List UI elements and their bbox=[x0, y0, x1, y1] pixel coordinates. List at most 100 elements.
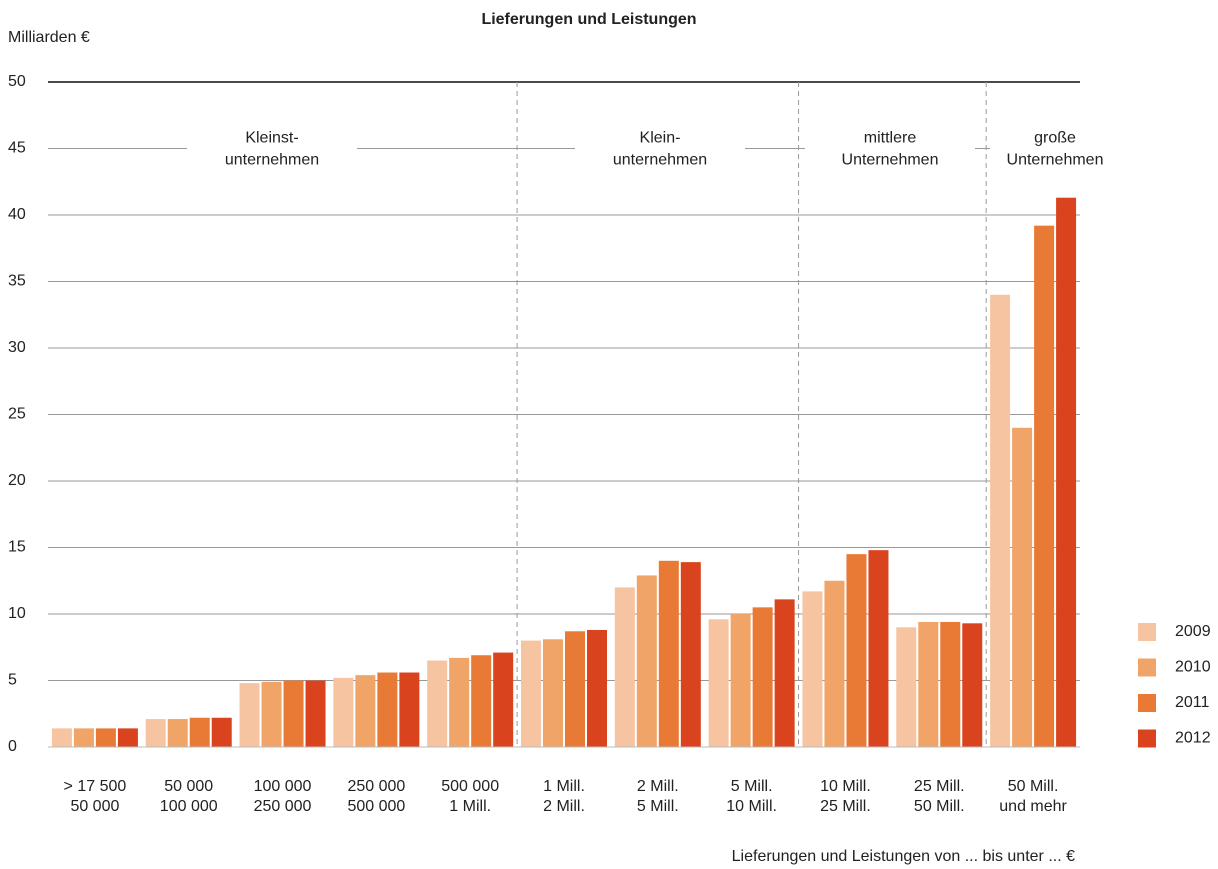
group-label: Klein- bbox=[640, 130, 681, 147]
x-tick-label: 50 Mill. bbox=[1008, 778, 1059, 795]
legend-swatch bbox=[1138, 729, 1156, 748]
bar bbox=[95, 728, 116, 747]
group-label: große bbox=[1034, 130, 1076, 147]
bar bbox=[51, 728, 72, 747]
bar bbox=[774, 599, 795, 747]
y-tick-label: 20 bbox=[8, 472, 26, 489]
legend-label: 2012 bbox=[1175, 730, 1211, 747]
bar bbox=[261, 681, 282, 747]
x-tick-label: 250 000 bbox=[254, 798, 312, 815]
bar bbox=[846, 554, 867, 747]
bar bbox=[399, 672, 420, 747]
group-label: Kleinst- bbox=[245, 130, 298, 147]
legend-label: 2010 bbox=[1175, 659, 1211, 676]
bar bbox=[1034, 225, 1055, 747]
bar bbox=[990, 294, 1011, 747]
group-label-bg bbox=[187, 122, 357, 175]
bar bbox=[1012, 427, 1033, 747]
bar bbox=[708, 619, 729, 747]
y-axis-label: Milliarden € bbox=[8, 29, 90, 46]
x-tick-label: 25 Mill. bbox=[820, 798, 871, 815]
x-tick-label: 2 Mill. bbox=[543, 798, 585, 815]
legend-swatch bbox=[1138, 623, 1156, 641]
x-tick-label: 10 Mill. bbox=[726, 798, 777, 815]
x-tick-label: und mehr bbox=[999, 798, 1067, 815]
group-label-bg bbox=[805, 122, 975, 175]
x-tick-label: 500 000 bbox=[347, 798, 405, 815]
bar bbox=[211, 717, 232, 747]
bar bbox=[868, 550, 889, 747]
bar bbox=[614, 587, 635, 747]
x-tick-label: 5 Mill. bbox=[637, 798, 679, 815]
y-tick-label: 5 bbox=[8, 672, 17, 689]
group-label: Unternehmen bbox=[1007, 152, 1104, 169]
group-label: unternehmen bbox=[613, 152, 707, 169]
group-label-bg bbox=[575, 122, 745, 175]
x-tick-label: 100 000 bbox=[254, 778, 312, 795]
bar bbox=[305, 680, 326, 747]
group-label: mittlere bbox=[864, 130, 917, 147]
bar bbox=[565, 631, 585, 747]
y-tick-label: 30 bbox=[8, 339, 26, 356]
legend-label: 2011 bbox=[1175, 694, 1210, 711]
legend-label: 2009 bbox=[1175, 623, 1211, 640]
x-tick-label: 50 000 bbox=[164, 778, 213, 795]
bar bbox=[377, 672, 398, 747]
bar bbox=[730, 614, 751, 747]
bar bbox=[355, 675, 376, 747]
group-label: Unternehmen bbox=[842, 152, 939, 169]
x-tick-label: 250 000 bbox=[347, 778, 405, 795]
bar bbox=[333, 677, 354, 747]
x-tick-label: 25 Mill. bbox=[914, 778, 965, 795]
bar bbox=[1056, 197, 1077, 747]
bar bbox=[940, 621, 961, 747]
group-label-bg bbox=[990, 122, 1120, 175]
y-tick-label: 25 bbox=[8, 406, 26, 423]
chart-title: Lieferungen und Leistungen bbox=[481, 11, 696, 28]
y-tick-label: 35 bbox=[8, 273, 26, 290]
x-tick-label: 50 000 bbox=[70, 798, 119, 815]
x-tick-label: 1 Mill. bbox=[449, 798, 491, 815]
bar bbox=[73, 728, 94, 747]
legend-swatch bbox=[1138, 658, 1156, 677]
bar bbox=[239, 683, 260, 747]
bar bbox=[283, 680, 304, 747]
bar bbox=[189, 717, 210, 747]
x-axis-label: Lieferungen und Leistungen von ... bis u… bbox=[732, 848, 1075, 865]
bar bbox=[493, 652, 514, 747]
bar bbox=[680, 562, 701, 747]
bar bbox=[896, 627, 917, 747]
bar bbox=[824, 580, 845, 747]
x-tick-label: 50 Mill. bbox=[914, 798, 965, 815]
x-tick-label: 10 Mill. bbox=[820, 778, 871, 795]
x-tick-label: 2 Mill. bbox=[637, 778, 679, 795]
y-tick-label: 15 bbox=[8, 539, 26, 556]
bar bbox=[752, 607, 773, 747]
y-tick-label: 0 bbox=[8, 738, 17, 755]
bar bbox=[543, 639, 563, 747]
x-tick-label: 100 000 bbox=[160, 798, 218, 815]
bar bbox=[117, 728, 138, 747]
bar bbox=[427, 660, 448, 747]
bar bbox=[962, 623, 983, 747]
x-tick-label: > 17 500 bbox=[64, 778, 127, 795]
x-tick-label: 5 Mill. bbox=[731, 778, 773, 795]
bar bbox=[587, 629, 607, 747]
group-label: unternehmen bbox=[225, 152, 319, 169]
bar bbox=[449, 657, 470, 747]
y-tick-label: 50 bbox=[8, 73, 26, 90]
y-tick-label: 10 bbox=[8, 605, 26, 622]
bar bbox=[145, 719, 166, 747]
y-tick-label: 40 bbox=[8, 206, 26, 223]
bar bbox=[802, 591, 823, 747]
bar bbox=[471, 655, 492, 747]
y-tick-label: 45 bbox=[8, 140, 26, 157]
bar bbox=[658, 560, 679, 747]
bar bbox=[167, 719, 188, 747]
bar bbox=[918, 621, 939, 747]
bar bbox=[636, 575, 657, 747]
x-tick-label: 500 000 bbox=[441, 778, 499, 795]
legend-swatch bbox=[1138, 694, 1156, 712]
bar bbox=[521, 640, 541, 747]
